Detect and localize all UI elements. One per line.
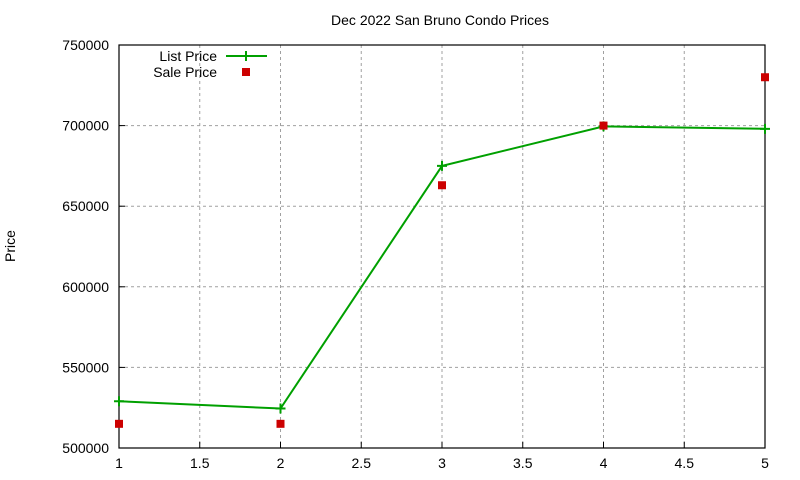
square-marker [599,121,608,130]
y-tick-label: 600000 [62,279,109,295]
x-tick-label: 3.5 [513,455,533,471]
x-tick-label: 4.5 [675,455,695,471]
x-tick-label: 1.5 [190,455,210,471]
y-tick-label: 550000 [62,359,109,375]
square-marker [438,181,446,190]
y-tick-label: 750000 [62,37,109,53]
plus-marker [275,403,286,414]
plus-marker [114,396,124,407]
legend-square-marker [242,68,250,76]
legend-label: Sale Price [153,64,217,80]
x-tick-label: 3 [438,455,446,471]
plot-border [118,44,766,449]
y-tick-label: 700000 [62,118,109,134]
legend-plus-marker [241,51,251,61]
y-tick-label: 650000 [62,198,109,214]
plus-marker [437,160,447,171]
x-tick-label: 5 [761,455,769,471]
plus-marker [760,123,770,134]
square-marker [761,73,769,82]
square-marker [276,419,285,428]
x-tick-label: 1 [115,455,123,471]
x-tick-label: 4 [600,455,608,471]
x-tick-label: 2.5 [352,455,372,471]
y-tick-label: 500000 [62,440,109,456]
chart-title: Dec 2022 San Bruno Condo Prices [331,12,549,28]
legend-label: List Price [159,48,217,64]
square-marker [115,419,123,428]
x-tick-label: 2 [277,455,285,471]
